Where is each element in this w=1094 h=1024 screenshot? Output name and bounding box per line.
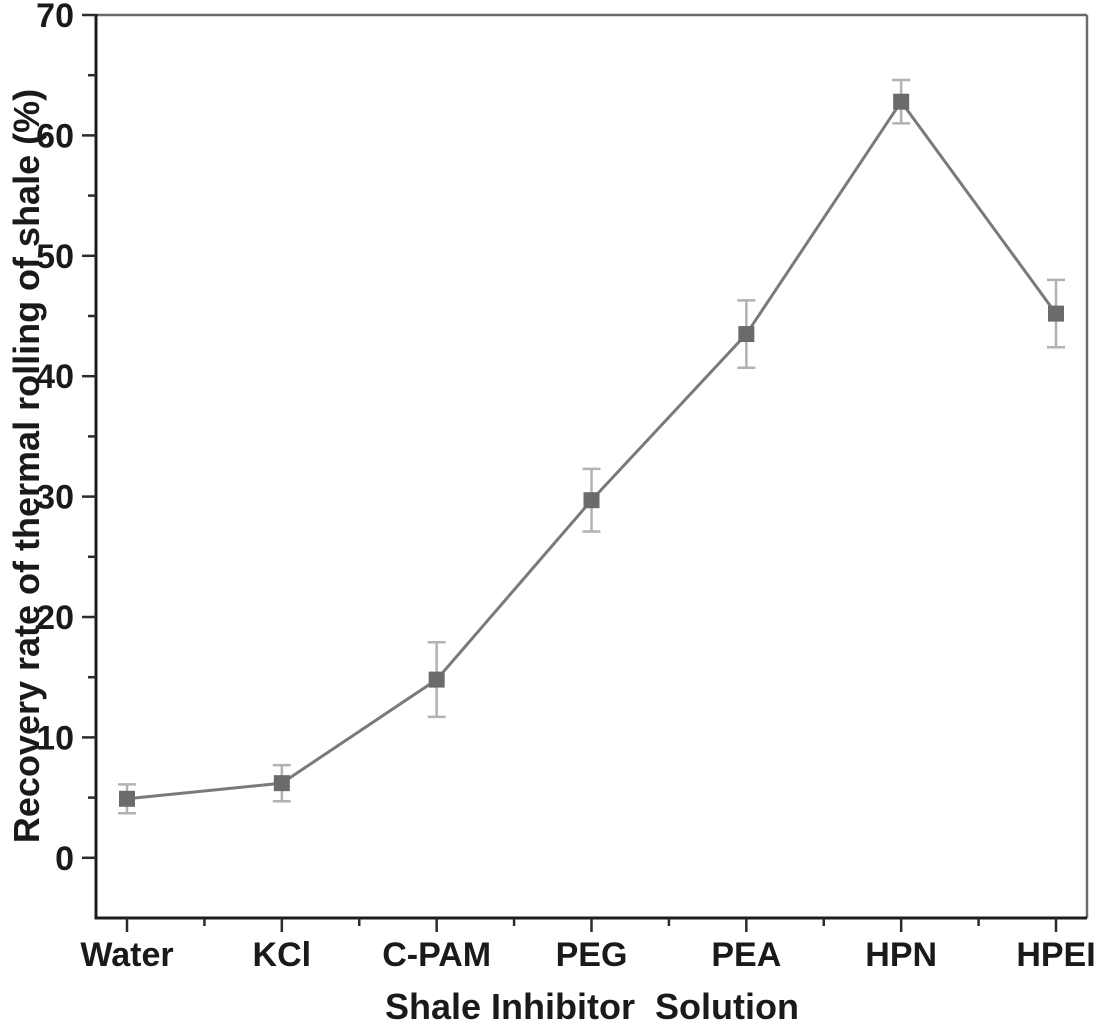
data-point-marker [119,790,135,807]
series-line [126,99,1058,801]
x-category-label: Water [80,936,173,974]
y-tick-label: 70 [36,0,74,35]
data-point-marker [428,671,445,688]
y-tick-label: 50 [36,238,74,276]
y-tick-label: 30 [36,479,74,517]
data-point-marker [583,492,600,509]
x-category-label: PEA [711,936,781,974]
x-category-label: PEG [556,936,628,974]
x-category-label: HPEI [1016,936,1094,974]
x-axis-title: Shale Inhibitor Solution [385,986,799,1024]
y-tick-label: 10 [36,719,74,757]
y-tick-label: 0 [55,840,74,878]
x-category-label: KCl [253,936,312,974]
data-point-marker [738,326,755,343]
y-tick-label: 20 [36,599,74,637]
y-axis-title: Recovery rate of thermal rolling of shal… [6,88,47,844]
y-tick-label: 60 [36,117,74,155]
data-point-marker [1048,305,1064,322]
x-category-label: HPN [865,936,937,974]
data-point-marker [273,775,290,792]
y-tick-label: 40 [36,358,74,396]
data-point-marker [893,93,910,110]
x-category-label: C-PAM [382,936,491,974]
